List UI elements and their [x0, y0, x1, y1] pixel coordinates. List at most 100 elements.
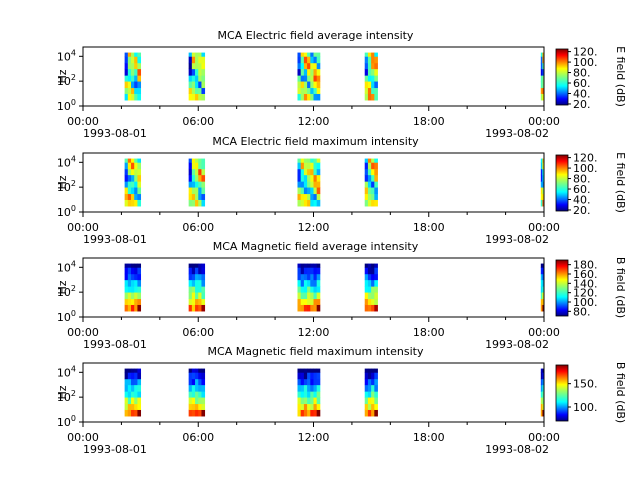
heatmap-cell — [137, 81, 142, 89]
heatmap-cell — [303, 384, 308, 392]
heatmap-cell — [316, 286, 321, 293]
x-tick-label: 18:00 — [413, 115, 445, 128]
heatmap-cell — [198, 87, 202, 94]
heatmap-cell — [316, 292, 321, 300]
heatmap-cell — [310, 384, 314, 392]
heatmap-cell — [367, 368, 372, 373]
heatmap-cell — [313, 372, 318, 380]
colorbar-tick-label: 120. — [573, 287, 598, 300]
heatmap-cell — [313, 397, 318, 405]
heatmap-cell — [195, 174, 199, 182]
heatmap-cell — [364, 368, 369, 373]
heatmap-cell — [542, 391, 545, 398]
colorbar-tick-label: 40. — [573, 87, 591, 100]
heatmap-cell — [201, 403, 206, 410]
heatmap-cell — [188, 286, 193, 293]
heatmap-cell — [542, 292, 545, 300]
heatmap-cell — [124, 397, 129, 405]
heatmap-cell — [201, 68, 206, 76]
heatmap-cell — [131, 263, 135, 268]
colorbar-label: B field (dB) — [614, 362, 627, 423]
heatmap-cell — [137, 187, 142, 195]
heatmap-cell — [313, 199, 318, 207]
heatmap-cell — [137, 409, 142, 417]
heatmap-cell — [313, 286, 318, 293]
colorbar-tick-label: 180. — [573, 259, 598, 272]
heatmap-cell — [313, 168, 318, 176]
heatmap-cell — [367, 56, 372, 64]
heatmap-cell — [310, 273, 314, 281]
heatmap-cell — [371, 168, 375, 176]
heatmap-cell — [131, 368, 135, 373]
heatmap-cell — [540, 298, 543, 305]
heatmap-cell — [198, 298, 202, 305]
heatmap-cell — [313, 56, 318, 64]
heatmap-cell — [137, 384, 142, 392]
heatmap-cell — [367, 174, 372, 182]
y-tick-label: 104 — [57, 48, 76, 63]
heatmap-cell — [307, 286, 311, 293]
heatmap-cell — [374, 87, 378, 94]
heatmap-cell — [134, 267, 138, 275]
heatmap-cell — [195, 372, 199, 380]
heatmap-cell — [127, 52, 132, 57]
heatmap-cell — [191, 286, 196, 293]
heatmap-cell — [195, 181, 199, 188]
heatmap-cell — [297, 304, 302, 312]
heatmap-cell — [191, 292, 196, 300]
heatmap-cell — [542, 372, 545, 380]
heatmap-cell — [127, 162, 132, 170]
heatmap-cell — [307, 279, 311, 287]
heatmap-cell — [300, 81, 305, 89]
heatmap-cell — [198, 403, 202, 410]
heatmap-cell — [134, 384, 138, 392]
heatmap-cell — [201, 267, 206, 275]
heatmap-cell — [367, 263, 372, 268]
heatmap-cell — [316, 81, 321, 89]
heatmap-cell — [300, 187, 305, 195]
heatmap-cell — [297, 403, 302, 410]
heatmap-cell — [195, 68, 199, 76]
heatmap-cell — [195, 368, 199, 373]
heatmap-cell — [124, 81, 129, 89]
heatmap-cell — [300, 52, 305, 57]
heatmap-cell — [188, 403, 193, 410]
heatmap-cell — [127, 263, 132, 268]
heatmap-cell — [540, 158, 543, 163]
heatmap-cell — [307, 199, 311, 207]
heatmap-cell — [303, 391, 308, 398]
heatmap-cell — [127, 286, 132, 293]
heatmap-cell — [307, 75, 311, 82]
heatmap-cell — [313, 403, 318, 410]
heatmap-cell — [188, 384, 193, 392]
heatmap-cell — [540, 286, 543, 293]
heatmap-cell — [540, 181, 543, 188]
heatmap-cell — [300, 409, 305, 417]
heatmap-cell — [542, 286, 545, 293]
heatmap-cell — [134, 52, 138, 57]
heatmap-cell — [310, 368, 314, 373]
colorbar — [555, 48, 569, 106]
heatmap-cell — [198, 304, 202, 312]
heatmap-cell — [188, 391, 193, 398]
x-date-end: 1993-08-02 — [485, 233, 549, 246]
heatmap-cell — [195, 403, 199, 410]
heatmap-cell — [542, 273, 545, 281]
heatmap-cell — [371, 52, 375, 57]
colorbar-tick-label: 140. — [573, 277, 598, 290]
heatmap-cell — [310, 75, 314, 82]
x-tick-label: 12:00 — [298, 326, 330, 339]
heatmap-cell — [316, 187, 321, 195]
heatmap-cell — [127, 279, 132, 287]
heatmap-cell — [367, 68, 372, 76]
heatmap-cell — [300, 87, 305, 94]
heatmap-cell — [191, 391, 196, 398]
heatmap-cell — [307, 273, 311, 281]
colorbar-label: B field (dB) — [614, 257, 627, 318]
heatmap-cell — [540, 391, 543, 398]
heatmap-cell — [371, 279, 375, 287]
heatmap-cell — [201, 286, 206, 293]
heatmap-cell — [300, 75, 305, 82]
heatmap-cell — [307, 56, 311, 64]
heatmap-cell — [195, 93, 199, 101]
